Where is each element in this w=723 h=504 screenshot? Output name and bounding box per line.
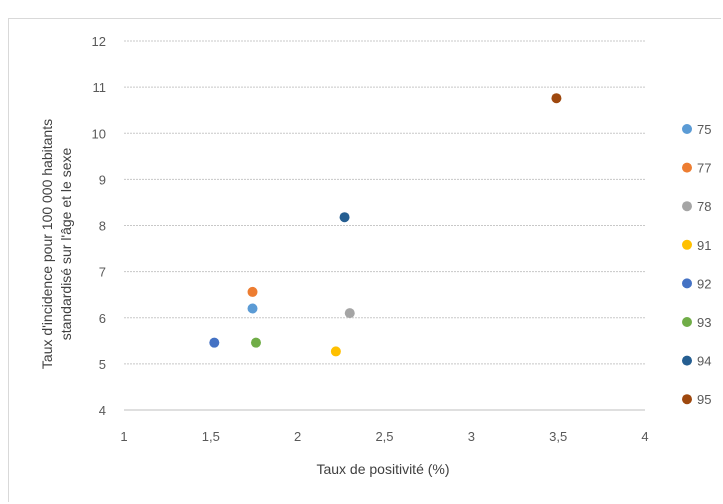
x-axis-ticks: 1 1,5 2 2,5 3 3,5 4 — [120, 429, 648, 444]
legend-marker-93 — [682, 317, 692, 327]
legend-label-93: 93 — [697, 315, 711, 330]
legend-label-77: 77 — [697, 161, 711, 176]
x-axis-title: Taux de positivité (%) — [316, 461, 449, 477]
y-tick-label: 5 — [99, 357, 106, 372]
legend-label-92: 92 — [697, 276, 711, 291]
x-tick-label: 2 — [294, 429, 301, 444]
data-point-77 — [247, 286, 258, 297]
y-tick-label: 10 — [92, 126, 106, 141]
x-tick-label: 1,5 — [202, 429, 220, 444]
legend-marker-91 — [682, 239, 692, 250]
y-tick-label: 12 — [92, 34, 106, 49]
legend-marker-94 — [682, 355, 692, 366]
legend-marker-78 — [682, 201, 692, 212]
x-tick-label: 3 — [468, 429, 475, 444]
y-axis-title-line-1: Taux d'incidence pour 100 000 habitants — [39, 119, 55, 369]
legend-label-91: 91 — [697, 238, 711, 253]
legend-marker-95 — [682, 394, 692, 405]
legend-marker-92 — [682, 278, 692, 289]
legend-label-78: 78 — [697, 199, 711, 214]
chart-frame — [8, 18, 721, 502]
legend-label-94: 94 — [697, 354, 711, 369]
data-points — [209, 93, 562, 357]
data-point-78 — [344, 308, 355, 319]
x-tick-label: 2,5 — [375, 429, 393, 444]
x-tick-label: 1 — [120, 429, 127, 444]
legend: 75 77 78 91 92 93 94 95 — [682, 122, 711, 407]
legend-label-75: 75 — [697, 122, 711, 137]
y-tick-label: 9 — [99, 172, 106, 187]
data-point-91 — [330, 346, 341, 357]
legend-marker-77 — [682, 162, 692, 173]
y-tick-label: 8 — [99, 219, 106, 234]
y-tick-label: 11 — [93, 80, 107, 95]
data-point-93 — [250, 337, 261, 348]
x-tick-label: 3,5 — [549, 429, 567, 444]
legend-marker-75 — [682, 124, 692, 134]
data-point-94 — [339, 212, 350, 223]
y-axis-ticks: 4 5 6 7 8 9 10 11 12 — [92, 34, 106, 418]
x-tick-label: 4 — [641, 429, 648, 444]
y-tick-label: 4 — [99, 403, 106, 418]
gridlines — [124, 40, 645, 411]
y-tick-label: 7 — [99, 265, 106, 280]
data-point-95 — [551, 93, 562, 104]
data-point-75 — [247, 303, 258, 314]
y-axis-title-line-2: standardisé sur l'âge et le sexe — [58, 148, 74, 341]
data-point-92 — [209, 337, 220, 348]
y-tick-label: 6 — [99, 311, 106, 326]
legend-label-95: 95 — [697, 392, 711, 407]
